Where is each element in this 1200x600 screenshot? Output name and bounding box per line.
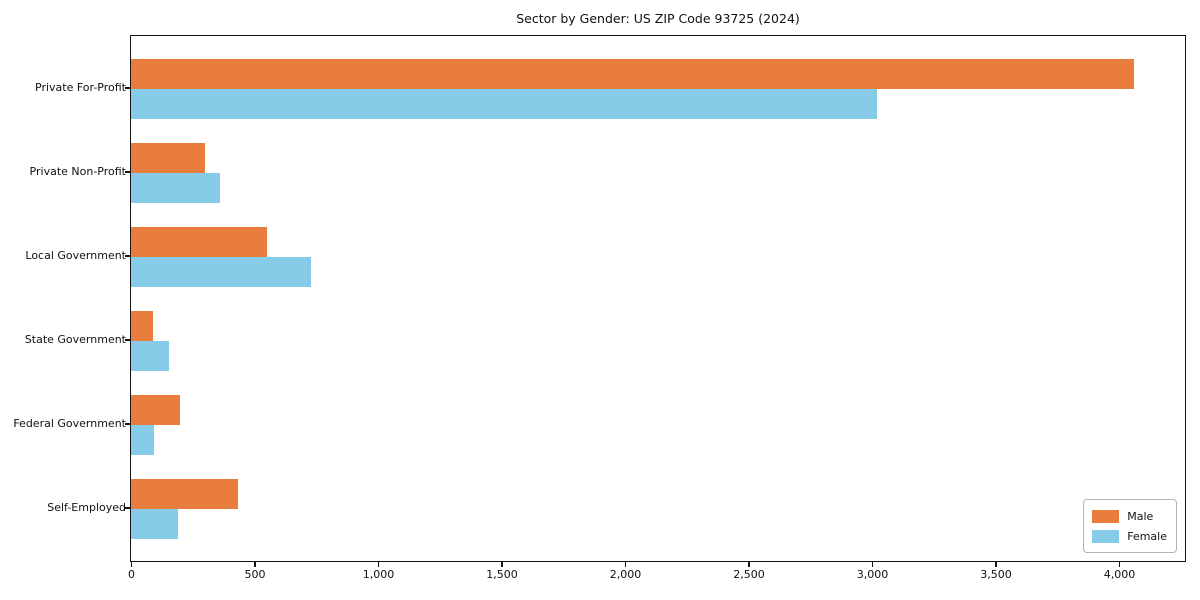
- bar-male-3: [131, 311, 153, 341]
- bar-male-5: [131, 479, 238, 509]
- chart-title: Sector by Gender: US ZIP Code 93725 (202…: [516, 11, 800, 26]
- y-tick-mark: [125, 255, 130, 257]
- x-tick-mark: [501, 562, 503, 567]
- x-tick-mark: [377, 562, 380, 567]
- x-tick-label: 3,000: [856, 568, 889, 581]
- y-tick-label: Federal Government: [13, 417, 126, 430]
- x-tick-mark: [995, 562, 997, 567]
- x-tick-label: 1,000: [362, 568, 395, 581]
- x-tick-mark: [624, 562, 627, 567]
- y-tick-label: State Government: [24, 333, 126, 346]
- y-tick-label: Local Government: [25, 249, 126, 262]
- bar-female-2: [131, 257, 311, 287]
- bar-male-0: [131, 59, 1134, 89]
- x-tick-label: 4,000: [1103, 568, 1136, 581]
- y-tick-label: Private Non-Profit: [29, 165, 126, 178]
- x-tick-mark: [130, 562, 133, 567]
- legend: Male Female: [1083, 499, 1177, 553]
- y-tick-mark: [125, 87, 130, 89]
- x-tick-label: 500: [244, 568, 266, 581]
- y-tick-label: Private For-Profit: [35, 81, 126, 94]
- y-tick-mark: [125, 423, 130, 425]
- legend-label-male: Male: [1127, 509, 1154, 523]
- legend-label-female: Female: [1127, 529, 1167, 543]
- y-tick-mark: [125, 339, 130, 341]
- x-tick-label: 2,500: [733, 568, 765, 581]
- bar-female-1: [131, 173, 220, 203]
- bar-male-2: [131, 227, 267, 257]
- x-tick-label: 3,500: [980, 568, 1012, 581]
- x-tick-label: 2,000: [609, 568, 642, 581]
- bar-female-5: [131, 509, 178, 539]
- y-tick-mark: [125, 507, 130, 509]
- x-tick-mark: [748, 562, 750, 567]
- female-series-swatch: [1092, 529, 1120, 543]
- bar-female-3: [131, 341, 169, 371]
- plot-area: Male Female: [130, 35, 1186, 562]
- x-tick-label: 1,500: [486, 568, 518, 581]
- bar-female-4: [131, 425, 154, 455]
- bar-female-0: [131, 89, 877, 119]
- x-tick-label: 0: [128, 568, 135, 581]
- y-tick-label: Self-Employed: [47, 501, 126, 514]
- x-tick-mark: [1118, 562, 1121, 567]
- y-tick-mark: [125, 171, 130, 173]
- x-tick-mark: [871, 562, 874, 567]
- male-series-swatch: [1092, 509, 1120, 523]
- x-tick-mark: [254, 562, 256, 567]
- legend-entry-male: Male: [1092, 506, 1167, 526]
- legend-entry-female: Female: [1092, 526, 1167, 546]
- bar-male-4: [131, 395, 180, 425]
- bar-male-1: [131, 143, 205, 173]
